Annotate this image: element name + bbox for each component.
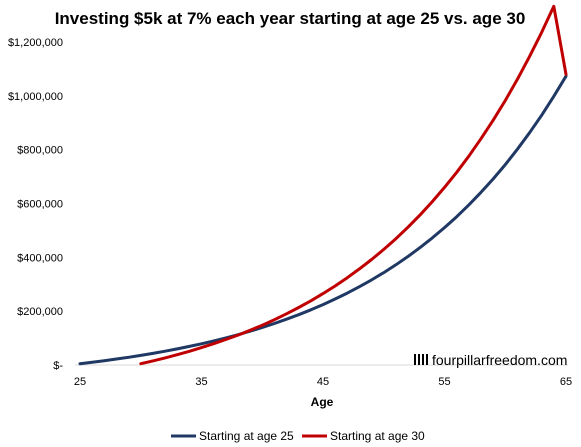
series-line-2 [139,4,568,366]
x-tick-label: 45 [317,376,329,388]
y-tick-label: $400,000 [17,252,63,264]
chart-title: Investing $5k at 7% each year starting a… [55,9,526,28]
watermark-bar-icon [422,354,424,365]
legend-label-series-1: Starting at age 25 [199,429,294,443]
y-tick-label: $1,000,000 [8,91,63,103]
watermark: fourpillarfreedom.com [414,352,567,368]
x-tick-label: 65 [560,376,572,388]
x-tick-label: 25 [74,376,86,388]
y-axis: $- $200,000 $400,000 $600,000 $800,000 $1,000… [8,37,63,372]
x-axis: 25 35 45 55 65 [74,376,572,388]
y-tick-label: $1,200,000 [8,37,63,49]
y-tick-label: $800,000 [17,145,63,157]
y-tick-label: $600,000 [17,199,63,211]
legend-label-series-2: Starting at age 30 [330,429,425,443]
watermark-bar-icon [414,354,416,365]
watermark-bar-icon [418,354,420,365]
series-line-1 [78,74,568,366]
legend: Starting at age 25 Starting at age 30 [171,429,425,443]
x-tick-label: 35 [195,376,207,388]
watermark-bar-icon [426,354,428,365]
x-axis-title: Age [311,395,334,409]
watermark-text: fourpillarfreedom.com [432,352,567,368]
series-layer [78,4,568,366]
y-tick-label: $- [53,360,63,372]
x-tick-label: 55 [438,376,450,388]
y-tick-label: $200,000 [17,306,63,318]
